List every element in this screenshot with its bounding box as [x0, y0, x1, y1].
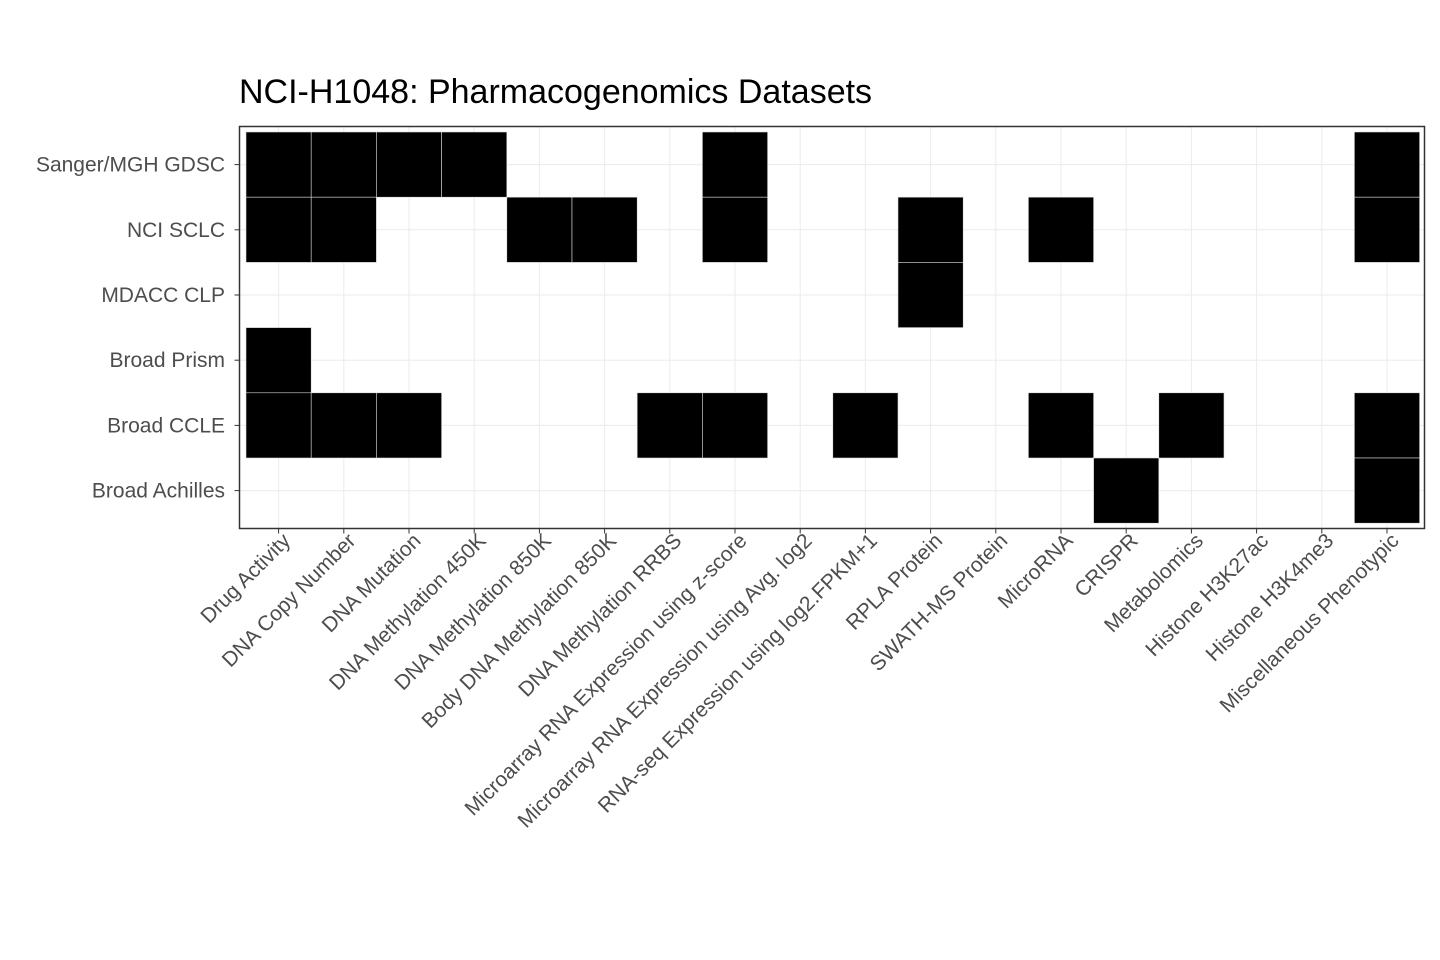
heatmap-cell — [245, 196, 312, 263]
heatmap-cell — [636, 392, 703, 459]
heatmap-cell — [702, 196, 768, 263]
heatmap-cell — [702, 392, 768, 459]
heatmap-cell — [310, 131, 377, 198]
heatmap-cell — [832, 392, 899, 459]
heatmap-cell — [1354, 196, 1420, 263]
heatmap-cell — [1028, 196, 1094, 263]
y-axis: Sanger/MGH GDSC NCI SCLC MDACC CLP Broad Pr… — [36, 154, 240, 503]
heatmap-cell — [1158, 392, 1225, 459]
x-tick-label: Histone H3K27ac — [1141, 529, 1273, 661]
heatmap-cell — [506, 196, 573, 263]
heatmap-cell — [1354, 392, 1420, 459]
y-tick-label: Sanger/MGH GDSC — [36, 154, 225, 177]
heatmap-cell — [1354, 457, 1420, 524]
heatmap-cell — [1028, 392, 1094, 459]
heatmap-cell — [245, 392, 312, 459]
heatmap-cell — [310, 392, 377, 459]
panel-border — [238, 125, 1426, 530]
heatmap-cell — [897, 196, 964, 263]
heatmap-cell — [1354, 131, 1420, 198]
y-tick-label: NCI SCLC — [127, 219, 225, 242]
heatmap-cell — [245, 327, 312, 394]
heatmap-cell — [897, 262, 964, 328]
heatmap-cell — [376, 392, 442, 459]
heatmap-cell — [1093, 457, 1160, 524]
y-tick-label: Broad CCLE — [107, 414, 225, 437]
heatmap-cell — [245, 131, 312, 198]
y-tick-label: MDACC CLP — [101, 284, 225, 307]
chart-title: NCI-H1048: Pharmacogenomics Datasets — [239, 73, 872, 111]
heatmap-cell — [441, 131, 508, 198]
heatmap-cell — [376, 131, 442, 198]
y-tick-label: Broad Achilles — [92, 480, 225, 503]
y-tick-label: Broad Prism — [109, 349, 225, 372]
heatmap-cell — [571, 196, 638, 263]
heatmap-tiles — [245, 131, 1420, 524]
heatmap-cell — [702, 131, 768, 198]
heatmap-cell — [310, 196, 377, 263]
